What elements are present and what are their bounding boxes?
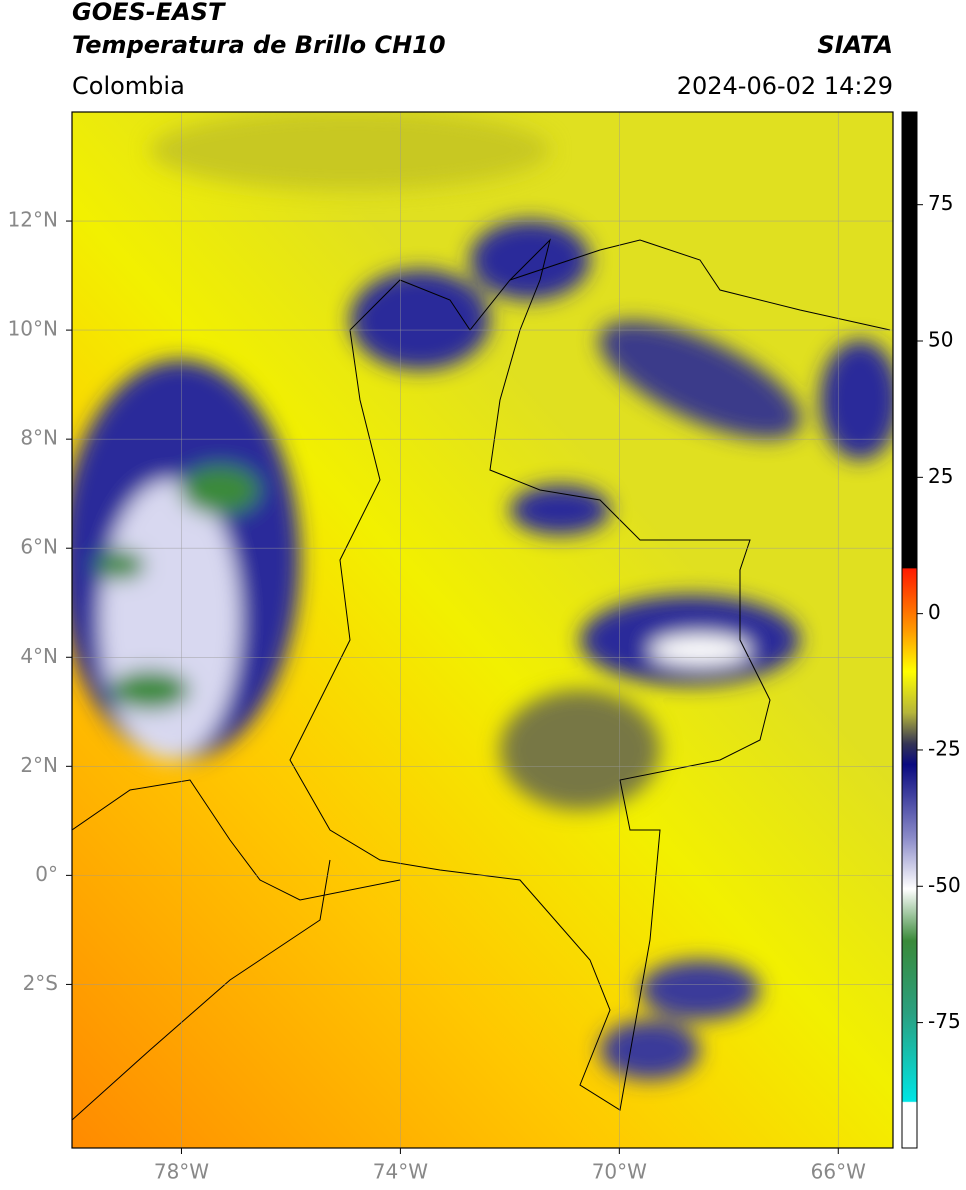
y-tick-label: 8°N <box>20 426 58 450</box>
x-tick-label: 70°W <box>592 1160 647 1184</box>
y-tick-label: 4°N <box>20 644 58 668</box>
region: Colombia <box>72 72 185 100</box>
colorbar <box>901 111 918 1149</box>
map-frame <box>71 111 894 1149</box>
title: GOES-EAST <box>72 0 226 26</box>
satellite-image <box>72 112 893 1148</box>
borders <box>72 238 891 1121</box>
y-tick-label: 12°N <box>8 208 58 232</box>
subtitle: Temperatura de Brillo CH10 <box>72 31 446 59</box>
source: SIATA <box>817 31 893 59</box>
colorbar-tick-label: -50 <box>928 873 961 897</box>
y-tick-label: 6°N <box>20 535 58 559</box>
x-tick-label: 66°W <box>811 1160 866 1184</box>
x-tick-label: 78°W <box>154 1160 209 1184</box>
colorbar-tick-label: -75 <box>928 1009 961 1033</box>
colorbar-tick-label: 0 <box>928 600 941 624</box>
y-tick-label: 2°N <box>20 753 58 777</box>
datetime: 2024-06-02 14:29 <box>677 72 893 100</box>
colorbar-tick-label: 25 <box>928 464 953 488</box>
y-tick-label: 0° <box>35 862 58 886</box>
colorbar-tick-label: 75 <box>928 191 953 215</box>
y-tick-label: 2°S <box>23 971 58 995</box>
x-tick-label: 74°W <box>373 1160 428 1184</box>
y-tick-label: 10°N <box>8 317 58 341</box>
colorbar-tick-label: 50 <box>928 328 953 352</box>
grid <box>72 112 893 1148</box>
colorbar-tick-label: -25 <box>928 736 961 760</box>
